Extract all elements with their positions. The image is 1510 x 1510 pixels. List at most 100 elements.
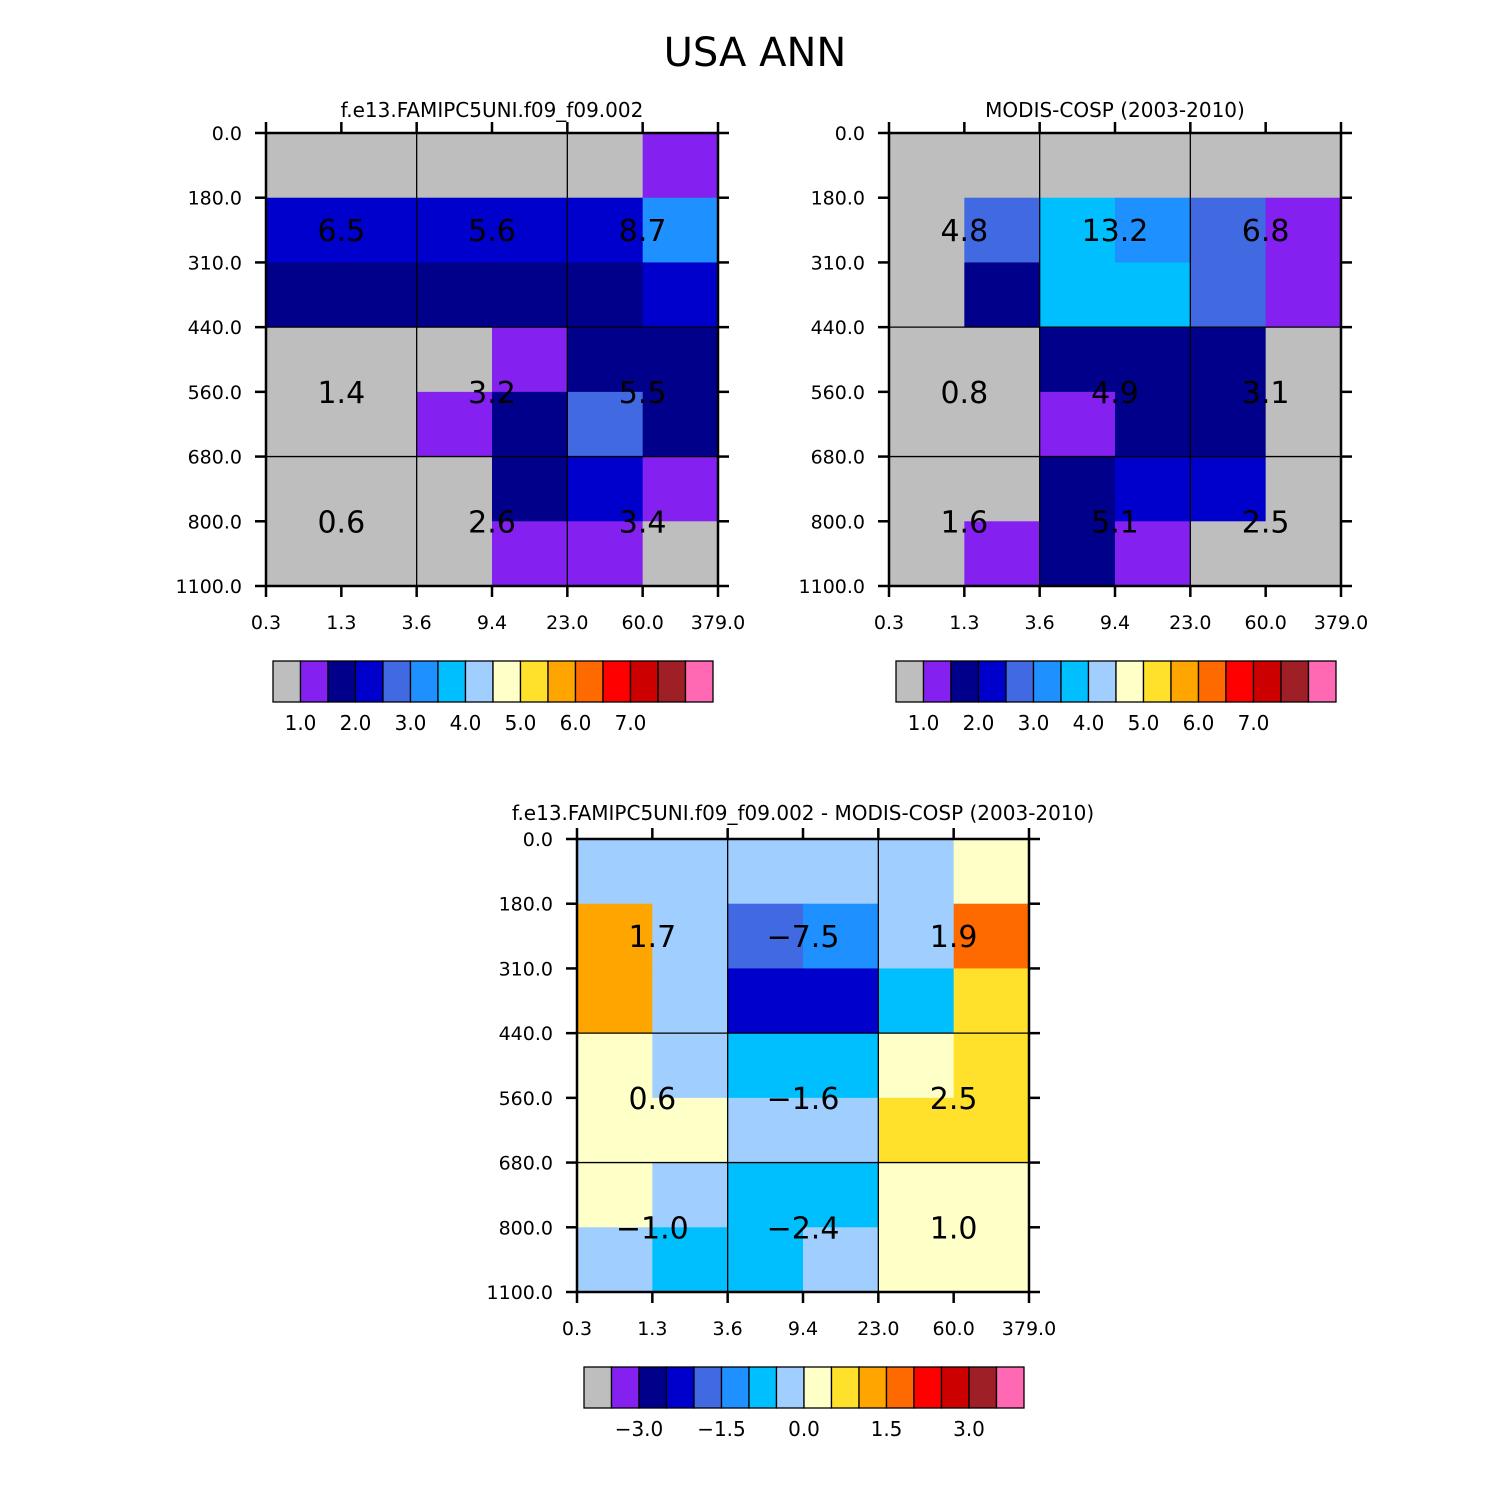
cell-value-label: 3.4	[619, 505, 667, 540]
cell-value-label: 0.6	[628, 1082, 676, 1117]
heatmap-cell	[727, 968, 804, 1034]
heatmap-cell	[577, 1227, 653, 1293]
heatmap-cell	[341, 391, 418, 458]
heatmap-cell	[652, 1033, 729, 1099]
y-tick-label: 180.0	[811, 188, 865, 210]
y-tick-label: 310.0	[188, 252, 242, 274]
colorbar-box	[574, 660, 604, 703]
heatmap-cell	[567, 133, 644, 199]
cell-value-label: −1.0	[616, 1211, 689, 1246]
y-tick-label: 310.0	[811, 252, 865, 274]
x-tick-label: 379.0	[1002, 1318, 1056, 1340]
y-tick-label: 800.0	[811, 511, 865, 533]
colorbar-label: 0.0	[788, 1417, 820, 1441]
heatmap-cell	[964, 133, 1041, 199]
colorbar-label: 7.0	[1238, 711, 1270, 735]
heatmap-cell	[953, 968, 1030, 1034]
diff-panel: f.e13.FAMIPC5UNI.f09_f09.002 - MODIS-COS…	[487, 801, 1095, 1441]
heatmap-cell	[889, 262, 965, 328]
heatmap-cell	[889, 391, 965, 458]
colorbar-box	[1252, 660, 1282, 703]
heatmap-cell	[1039, 262, 1116, 328]
colorbar: 1.0 2.0 3.0 4.0 5.0 6.0 7.0	[272, 660, 714, 735]
heatmap-cell	[642, 133, 719, 199]
heatmap-cell	[642, 521, 719, 587]
y-tick-label: 1100.0	[487, 1282, 553, 1304]
colorbar-box	[977, 660, 1007, 703]
heatmap-cell	[642, 327, 719, 393]
colorbar-box	[1307, 660, 1337, 703]
x-tick-label: 60.0	[622, 612, 664, 634]
x-tick-label: 60.0	[1245, 612, 1287, 634]
colorbar-box	[950, 660, 980, 703]
heatmap-cell	[577, 839, 653, 905]
heatmap-cell	[1115, 521, 1191, 587]
panel-title: f.e13.FAMIPC5UNI.f09_f09.002	[341, 98, 644, 122]
heatmap-cell	[266, 521, 342, 587]
cell-value-label: 0.8	[940, 376, 988, 411]
heatmap-cell	[1115, 197, 1191, 264]
colorbar-box	[583, 1366, 613, 1409]
heatmap-cell	[1190, 327, 1267, 393]
heatmap-cell	[727, 1227, 804, 1293]
heatmap-cell	[953, 839, 1030, 905]
colorbar-label: 1.0	[285, 711, 317, 735]
panel-title: MODIS-COSP (2003-2010)	[985, 98, 1245, 122]
heatmap-cell	[803, 1033, 879, 1099]
heatmap-cell	[266, 391, 342, 458]
heatmap-cell	[1039, 521, 1116, 587]
heatmap-cell	[803, 839, 879, 905]
heatmap-cell	[642, 391, 719, 458]
x-tick-label: 9.4	[788, 1318, 818, 1340]
colorbar-box	[1005, 660, 1035, 703]
y-tick-label: 0.0	[523, 829, 553, 851]
y-tick-label: 680.0	[499, 1153, 553, 1175]
y-tick-label: 180.0	[188, 188, 242, 210]
colorbar-label: 4.0	[1073, 711, 1105, 735]
cell-value-label: 2.5	[930, 1082, 978, 1117]
colorbar-box	[1197, 660, 1227, 703]
heatmap-cell	[416, 197, 493, 264]
heatmap-cell	[953, 1227, 1030, 1293]
heatmap-cell	[1190, 197, 1267, 264]
heatmap-cell	[1190, 262, 1267, 328]
heatmap-cell	[416, 521, 493, 587]
heatmap-cell	[652, 903, 729, 970]
colorbar-box	[1032, 660, 1062, 703]
colorbar-box	[968, 1366, 998, 1409]
colorbar-box	[693, 1366, 723, 1409]
heatmap-cell	[727, 903, 804, 970]
heatmap-cell	[492, 133, 568, 199]
cell-value-label: 3.1	[1242, 376, 1290, 411]
heatmap-cell	[1265, 327, 1342, 393]
heatmap-cell	[341, 262, 418, 328]
colorbar-box	[492, 660, 522, 703]
x-tick-label: 9.4	[1100, 612, 1130, 634]
figure-title: USA ANN	[664, 30, 847, 76]
heatmap-cell	[567, 391, 644, 458]
cell-value-label: −7.5	[767, 920, 840, 955]
x-tick-label: 0.3	[251, 612, 281, 634]
colorbar-box	[638, 1366, 668, 1409]
y-tick-label: 0.0	[835, 123, 865, 145]
heatmap-cell	[492, 391, 568, 458]
cell-value-label: 1.7	[628, 920, 676, 955]
y-tick-label: 1100.0	[799, 576, 865, 598]
heatmap-cell	[341, 521, 418, 587]
heatmap-cell	[1265, 456, 1342, 522]
x-tick-label: 0.3	[562, 1318, 592, 1340]
heatmap-cell	[964, 456, 1041, 522]
colorbar-box	[922, 660, 952, 703]
heatmap-cell	[577, 903, 653, 970]
heatmap-cell	[492, 262, 568, 328]
heatmap-cell	[266, 133, 342, 199]
heatmap-cell	[577, 1033, 653, 1099]
colorbar-label: 1.5	[871, 1417, 903, 1441]
colorbar-box	[409, 660, 439, 703]
colorbar-box	[1115, 660, 1145, 703]
cell-value-label: 8.7	[619, 214, 667, 249]
x-tick-label: 0.3	[874, 612, 904, 634]
colorbar-label: 5.0	[505, 711, 537, 735]
heatmap-cell	[953, 903, 1030, 970]
y-tick-label: 560.0	[499, 1088, 553, 1110]
